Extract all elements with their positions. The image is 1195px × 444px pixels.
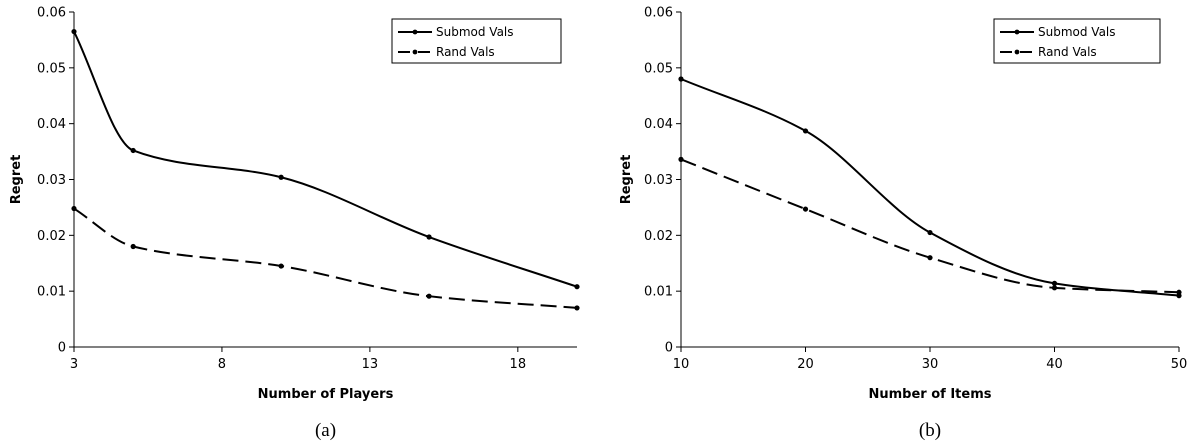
series-line-a-1 — [73, 207, 578, 309]
y-tick-label-a-1: 0.01 — [37, 285, 66, 300]
chart-b: 0 0.01 0.02 0.03 0.04 0.05 0.06 10 20 30 40 50 Numbe… — [619, 6, 1188, 442]
x-tick-label-b-3: 40 — [1046, 357, 1063, 372]
data-point-b-1-0 — [678, 156, 684, 162]
y-tick-label-b-4: 0.04 — [644, 117, 673, 132]
data-point-b-1-4 — [1176, 289, 1182, 295]
legend-box-b — [993, 18, 1161, 64]
y-tick-label-b-0: 0 — [665, 341, 673, 356]
data-point-a-0-3 — [426, 234, 432, 240]
data-point-a-0-0 — [71, 28, 77, 35]
y-tick-label-a-6: 0.06 — [37, 6, 66, 21]
x-axis-title-a: Number of Players — [258, 387, 394, 402]
legend-label-b-1: Rand Vals — [1038, 45, 1097, 59]
x-tick-label-a-3: 18 — [510, 357, 527, 372]
y-tick-label-a-3: 0.03 — [37, 173, 66, 188]
y-tick-label-a-2: 0.02 — [37, 229, 66, 244]
data-point-b-0-1 — [802, 128, 809, 134]
x-tick-label-b-4: 50 — [1171, 357, 1188, 372]
caption-a: (a) — [315, 420, 336, 441]
series-line-b-1 — [680, 158, 1180, 294]
data-point-b-0-0 — [678, 76, 684, 82]
data-point-a-0-4 — [574, 284, 580, 290]
data-point-b-1-2 — [927, 255, 933, 261]
legend-marker-b-1 — [1014, 49, 1020, 55]
y-tick-label-b-1: 0.01 — [644, 285, 673, 300]
legend-label-a-0: Submod Vals — [436, 25, 514, 39]
data-point-b-0-2 — [927, 229, 933, 236]
x-tick-label-b-0: 10 — [673, 357, 690, 372]
data-point-a-0-2 — [278, 174, 284, 180]
x-tick-label-a-1: 8 — [218, 357, 226, 372]
series-line-a-0 — [73, 31, 578, 288]
legend-label-a-1: Rand Vals — [436, 45, 495, 59]
data-point-b-1-3 — [1051, 285, 1058, 291]
data-point-a-1-0 — [71, 205, 77, 212]
data-point-b-1-1 — [802, 206, 809, 212]
y-axis-title-a: Regret — [9, 155, 24, 205]
data-point-b-0-3 — [1051, 280, 1058, 286]
y-tick-label-b-3: 0.03 — [644, 173, 673, 188]
y-tick-label-a-4: 0.04 — [37, 117, 66, 132]
legend-marker-b-0 — [1014, 29, 1020, 35]
y-axis-title-b: Regret — [619, 155, 634, 205]
legend-marker-a-1 — [412, 49, 418, 55]
x-axis-title-b: Number of Items — [868, 387, 991, 402]
y-tick-label-b-6: 0.06 — [644, 6, 673, 21]
data-point-a-1-4 — [574, 305, 580, 311]
series-line-b-0 — [680, 78, 1180, 297]
x-tick-label-a-2: 13 — [362, 357, 379, 372]
x-tick-label-b-1: 20 — [797, 357, 814, 372]
x-tick-label-b-2: 30 — [922, 357, 939, 372]
x-tick-label-a-0: 3 — [70, 357, 78, 372]
legend-box-a — [391, 18, 562, 64]
caption-b: (b) — [919, 420, 941, 441]
legend-label-b-0: Submod Vals — [1038, 25, 1116, 39]
y-tick-label-b-2: 0.02 — [644, 229, 673, 244]
chart-a: 0 0.01 0.02 0.03 0.04 0.05 0.06 3 8 13 18 Number of… — [9, 6, 580, 441]
data-point-a-1-2 — [278, 263, 284, 269]
data-point-a-1-3 — [426, 293, 432, 299]
y-tick-label-a-5: 0.05 — [37, 61, 66, 76]
chart-panel-a: 0 0.01 0.02 0.03 0.04 0.05 0.06 3 8 13 18 Number of… — [0, 0, 590, 444]
y-tick-label-a-0: 0 — [58, 341, 66, 356]
data-point-a-1-1 — [130, 243, 136, 250]
legend-marker-a-0 — [412, 29, 418, 35]
y-tick-label-b-5: 0.05 — [644, 61, 673, 76]
data-point-a-0-1 — [130, 147, 136, 154]
chart-panel-b: 0 0.01 0.02 0.03 0.04 0.05 0.06 10 20 30 40 50 Numbe… — [600, 0, 1195, 444]
